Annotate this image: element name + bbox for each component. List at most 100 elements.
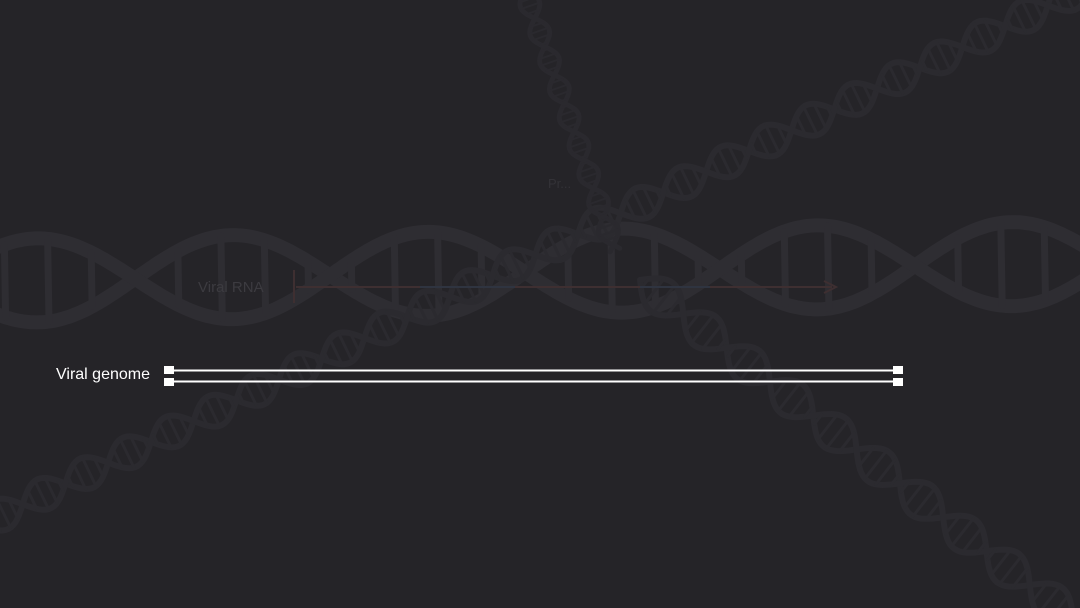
dna-rung [578,154,587,160]
dna-rung [684,310,702,332]
dna-rung [887,63,905,95]
dna-rung [0,241,10,321]
dna-strand [637,277,1075,608]
dna-rung [701,322,724,351]
dna-rung [631,188,649,220]
dna-rung [242,379,259,408]
dna-helix-diagonal-rising [0,0,1080,530]
dna-rung [151,433,160,446]
dna-rung [897,60,913,89]
dna-rung [751,363,769,385]
dna-rung [538,52,558,60]
dna-rung [899,480,910,494]
dna-rung [624,197,637,220]
dna-rung [651,283,677,315]
dna-rung [926,46,942,75]
dna-rung [569,134,584,142]
dna-rung [889,473,901,486]
dna-rung [911,486,937,518]
dna-rung [996,22,1005,35]
dna-rung [835,100,843,114]
dna-rung [1011,5,1027,34]
faded-viral-rna-label: Viral RNA [198,279,264,296]
dna-rung [367,322,380,345]
dna-rung [678,165,696,197]
dna-rung [263,373,276,395]
dna-rung [549,78,564,85]
dna-rung [375,313,392,345]
dna-rung [598,211,607,216]
dna-rung [665,295,683,317]
dna-rung [694,251,702,288]
dna-rung [965,31,978,54]
dna-rung [650,230,659,310]
dna-rung [483,271,492,285]
dna-rung [580,161,590,166]
dna-rung [1020,0,1038,31]
dna-rung [867,236,876,297]
dna-rung [690,165,703,187]
dna-rung [861,82,874,104]
dna-rung [670,171,686,200]
dna-rung [780,228,789,308]
dna-rung [26,488,39,511]
dna-rung [214,393,230,422]
dna-rung [499,254,515,283]
dna-rung [903,480,926,509]
dna-rung [812,102,828,131]
dna-rung [568,140,589,149]
dna-rung [398,313,407,326]
dna-rung [44,235,53,326]
dna-rung [764,123,781,155]
dna-strand [637,275,1038,608]
square-marker-icon [893,378,903,386]
dna-rung [849,82,867,114]
dna-rung [7,498,20,520]
dna-rung [1055,0,1064,12]
dna-rung [174,247,183,309]
dna-rung [857,446,875,468]
square-marker-icon [164,366,174,374]
dna-rung [880,73,893,95]
dna-rung [770,378,789,400]
dna-rung [812,413,824,426]
dna-rung [749,142,758,155]
dna-rung [548,83,570,92]
dna-rung [597,222,616,231]
dna-rung [348,331,361,354]
dna-strand [0,0,1080,531]
dna-rung [824,222,833,313]
dna-rung [525,8,540,16]
dna-rung [507,248,525,280]
dna-rung [529,21,545,28]
dna-rung [532,33,551,42]
square-marker-icon [893,366,903,374]
dna-rung [726,345,737,358]
dna-helix-vertical [517,0,623,255]
viral-genome-label: Viral genome [56,366,150,383]
dna-rung [337,331,354,363]
dna-rung [600,217,609,223]
faded-promoter-label: Pr... [548,176,572,191]
dna-rung [227,396,236,409]
dna-rung [558,109,577,117]
dna-rung [825,105,834,119]
dna-helix-diagonal-falling [637,275,1075,608]
dna-rung [737,250,746,287]
dna-rung [571,146,590,155]
dna-rung [385,310,401,338]
dna-rung [740,146,748,160]
dna-rung [997,219,1006,310]
dna-rung [641,185,657,214]
dna-rung [558,98,568,103]
dna-rung [591,203,610,212]
dna-rung [251,373,269,405]
dna-rung [413,296,429,325]
dna-rung [776,381,802,413]
dna-rung [840,88,856,117]
dna-rung [260,236,270,317]
dna-rung [654,188,663,202]
